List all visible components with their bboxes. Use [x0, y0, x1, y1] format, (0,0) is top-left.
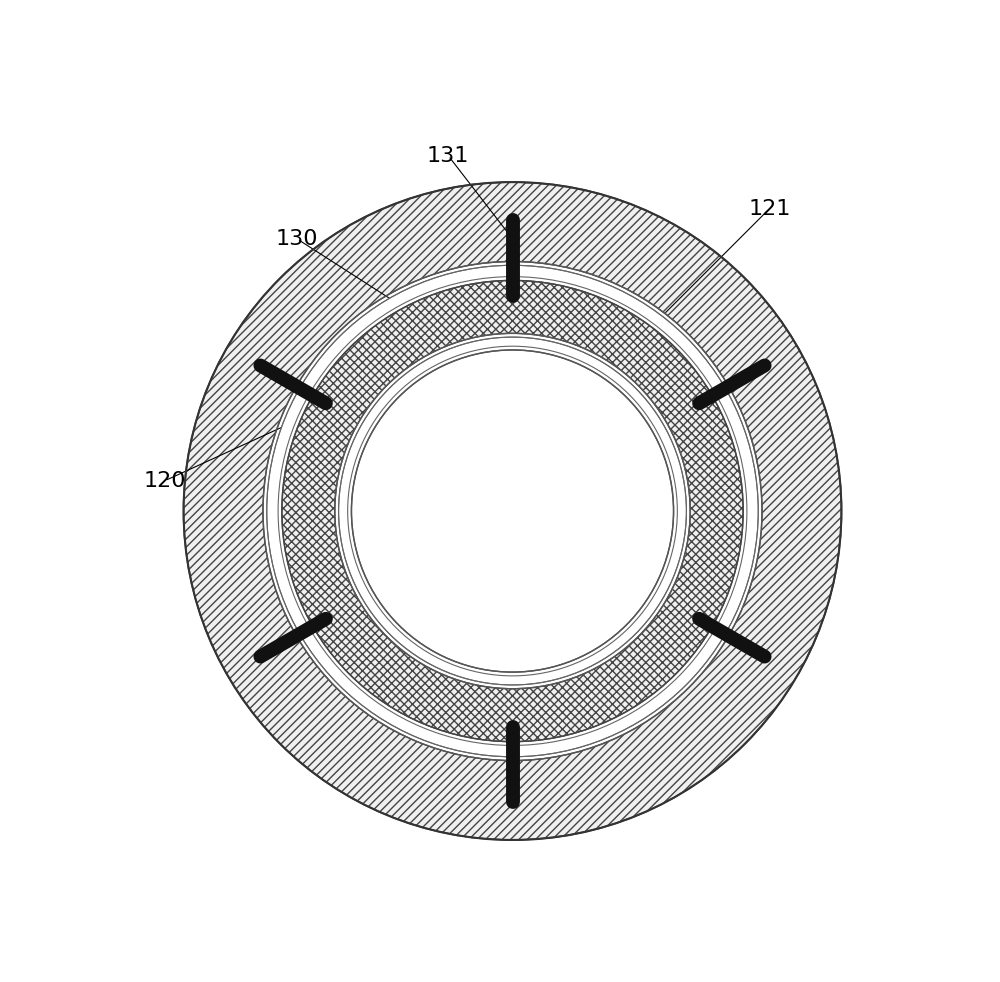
Circle shape — [263, 261, 762, 761]
Circle shape — [184, 182, 841, 840]
Text: 120: 120 — [143, 470, 186, 491]
Circle shape — [351, 350, 674, 672]
Circle shape — [339, 337, 686, 685]
Circle shape — [267, 265, 758, 757]
Text: 130: 130 — [276, 229, 318, 248]
Text: 131: 131 — [427, 145, 469, 166]
Text: 121: 121 — [748, 198, 791, 219]
Circle shape — [335, 333, 690, 688]
Circle shape — [282, 281, 743, 741]
